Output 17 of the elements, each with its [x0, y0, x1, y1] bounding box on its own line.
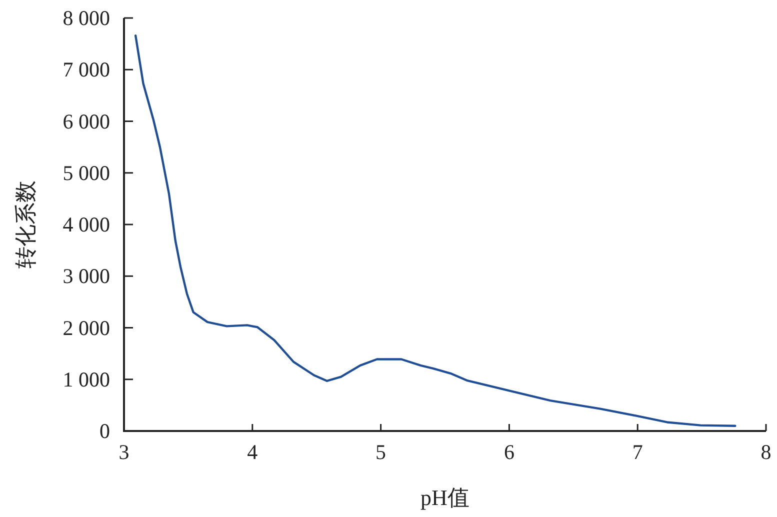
y-tick-label: 5 000 [62, 160, 110, 185]
y-tick-label: 4 000 [62, 212, 110, 236]
x-tick-label: 7 [632, 440, 643, 464]
x-axis-title: pH值 [420, 485, 470, 510]
y-axis-title: 转化系数 [13, 180, 38, 268]
y-tick-label: 7 000 [62, 58, 110, 82]
x-tick-label: 6 [504, 440, 514, 464]
x-tick-label: 3 [118, 440, 130, 464]
x-tick-label: 8 [760, 440, 772, 464]
y-tick-label: 1 000 [62, 367, 110, 392]
x-tick-label: 5 [376, 440, 386, 464]
x-tick-label: 4 [247, 440, 258, 464]
y-tick-label: 2 000 [62, 316, 110, 340]
y-tick-label: 0 [100, 419, 110, 443]
y-tick-label: 8 000 [62, 6, 110, 30]
y-tick-label: 3 000 [62, 264, 110, 288]
y-tick-label: 6 000 [62, 109, 110, 134]
